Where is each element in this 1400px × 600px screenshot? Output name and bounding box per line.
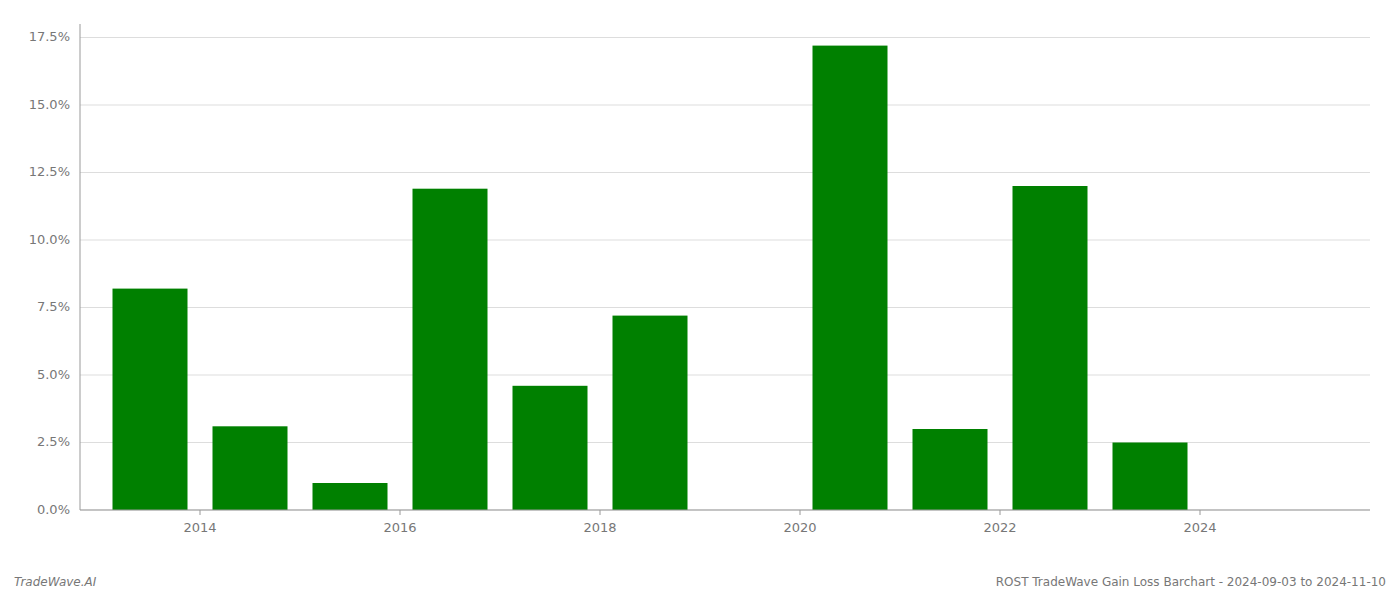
title: ROST TradeWave Gain Loss Barchart - 2024… (996, 575, 1386, 589)
x-tick-label: 2024 (1183, 520, 1216, 535)
bar (913, 429, 988, 510)
x-tick (200, 510, 201, 515)
bar (213, 426, 288, 510)
x-tick (800, 510, 801, 515)
x-tick-label: 2018 (583, 520, 616, 535)
bar (413, 189, 488, 510)
x-tick (400, 510, 401, 515)
x-tick (1200, 510, 1201, 515)
grid-line (80, 307, 1370, 308)
y-tick-label: 0.0% (37, 502, 70, 517)
y-tick-label: 17.5% (29, 29, 70, 44)
x-tick-label: 2020 (783, 520, 816, 535)
bars (113, 46, 1188, 510)
grid-line (80, 105, 1370, 106)
bar (613, 316, 688, 510)
grid-line (80, 37, 1370, 38)
chart: 0.0% 2.5% 5.0% 7.5% 10.0% 12.5% 15.0% 17.5% 2014… (0, 0, 1400, 600)
bar (1013, 186, 1088, 510)
bar (113, 289, 188, 510)
bar (813, 46, 888, 510)
watermark: TradeWave.AI (14, 575, 97, 589)
y-axis-line (80, 24, 81, 510)
y-tick-label: 12.5% (29, 164, 70, 179)
y-tick-label: 2.5% (37, 434, 70, 449)
bar (513, 386, 588, 510)
x-tick (600, 510, 601, 515)
x-tick-label: 2016 (383, 520, 416, 535)
y-grid (80, 38, 1370, 511)
bar (1113, 443, 1188, 511)
x-axis-line (80, 510, 1370, 511)
y-tick-label: 10.0% (29, 232, 70, 247)
y-tick-label: 7.5% (37, 299, 70, 314)
x-tick (1000, 510, 1001, 515)
y-tick-label: 5.0% (37, 367, 70, 382)
grid-line (80, 172, 1370, 173)
grid-line (80, 375, 1370, 376)
grid-line (80, 240, 1370, 241)
bar (313, 483, 388, 510)
background (0, 0, 1400, 600)
grid-line (80, 510, 1370, 511)
x-tick-label: 2014 (183, 520, 216, 535)
x-tick-label: 2022 (983, 520, 1016, 535)
y-tick-label: 15.0% (29, 97, 70, 112)
